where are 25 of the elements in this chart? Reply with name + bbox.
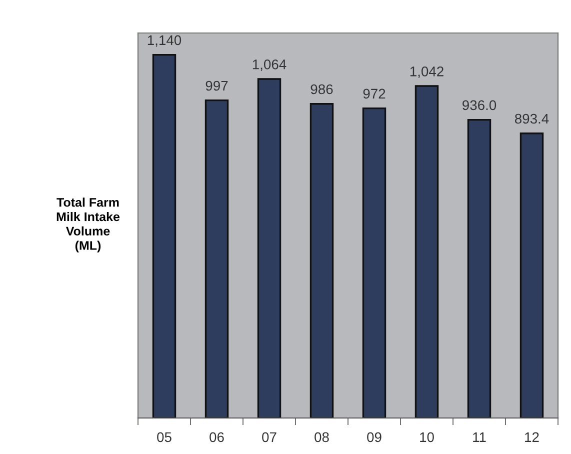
data-label: 1,140 [148,35,182,47]
bar [362,107,386,418]
y-axis-title: Total Farm Milk Intake Volume (ML) [56,198,120,252]
bar [152,54,176,418]
data-label: 972 [363,88,386,99]
bar [467,118,492,418]
x-tick-label: 09 [367,432,382,442]
bar [204,100,229,418]
x-tick-label: 06 [210,432,224,442]
bar [414,85,439,418]
data-label: 997 [206,80,228,91]
bar [257,78,282,418]
x-tick-label: 11 [473,432,486,442]
x-tick-label: 07 [262,432,276,442]
x-tick-label: 08 [314,432,329,442]
bar [520,132,544,418]
x-tick-label: 05 [157,432,172,442]
x-tick-label: 12 [525,432,539,442]
data-label: 936.0 [462,100,496,110]
data-label: 1,042 [410,66,444,78]
bar [310,103,334,418]
x-tick-label: 10 [420,432,434,442]
data-label: 1,064 [252,59,286,71]
data-label: 893.4 [514,114,549,124]
data-label: 986 [310,84,333,94]
